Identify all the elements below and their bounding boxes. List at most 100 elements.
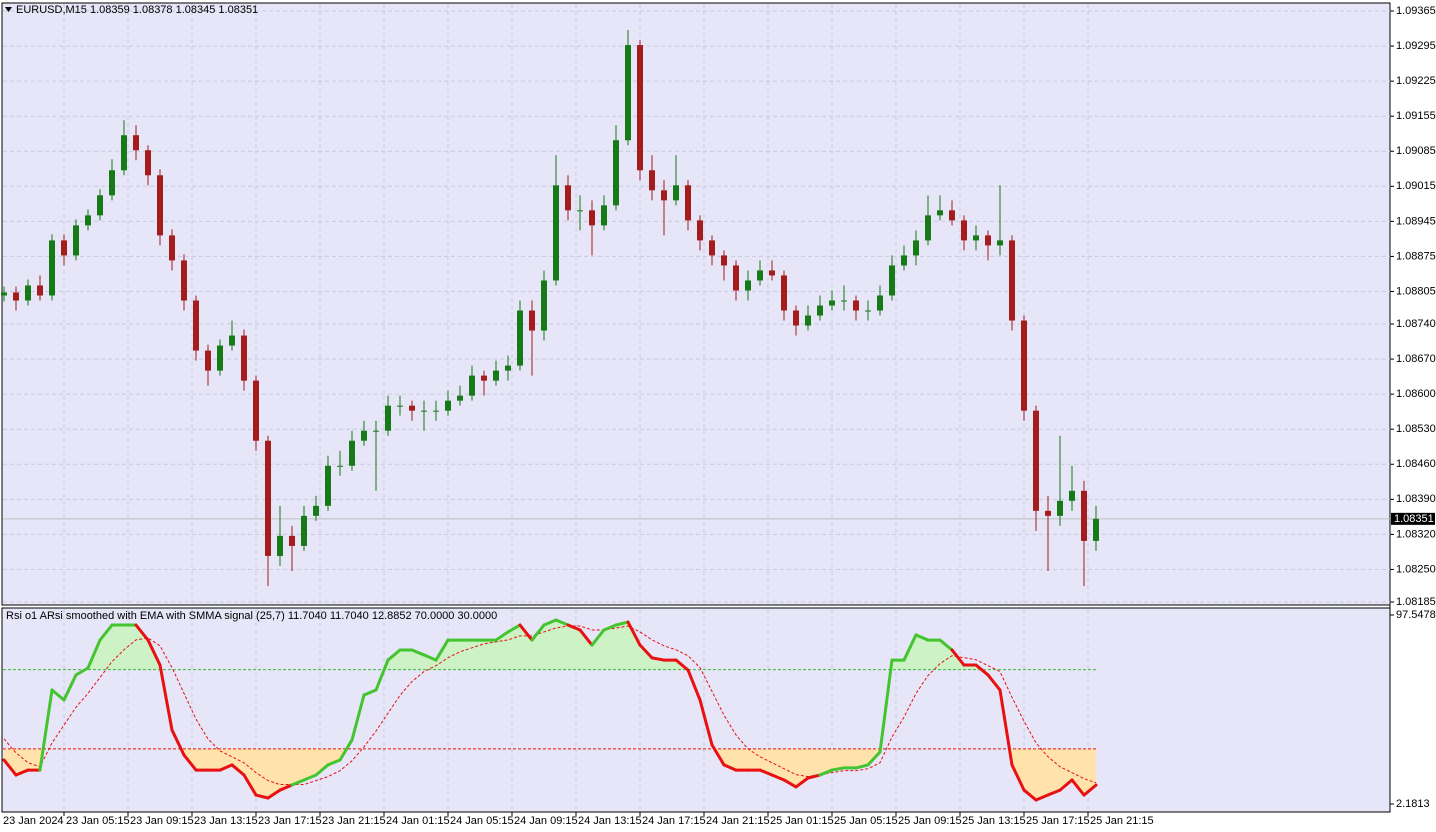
rsi-segment (938, 638, 954, 652)
rsi-segment (818, 768, 834, 777)
candle-body (325, 465, 331, 506)
rsi-segment (2, 758, 18, 777)
candle-body (433, 410, 439, 412)
rsi-segment (74, 666, 90, 677)
candle-body (1081, 490, 1087, 541)
x-tick-label: 23 Jan 21:15 (322, 815, 386, 827)
rsi-segment (542, 618, 558, 627)
x-tick-label: 25 Jan 21:15 (1090, 815, 1154, 827)
rsi-segment (506, 623, 522, 634)
text-layer: EURUSD,M15 1.08359 1.08378 1.08345 1.083… (3, 4, 1436, 827)
y-tick-label: 1.08320 (1396, 528, 1436, 540)
y-tick-label: 2.1813 (1396, 798, 1430, 810)
x-tick-label: 25 Jan 17:15 (1026, 815, 1090, 827)
rsi-segment (854, 763, 870, 770)
candle-body (985, 235, 991, 246)
rsi-segment (710, 743, 726, 767)
oversold-fill (4, 748, 1096, 800)
rsi-segment (62, 673, 78, 702)
y-tick-label: 1.08250 (1396, 563, 1436, 575)
candle-body (661, 190, 667, 201)
rsi-segment (494, 630, 510, 642)
y-tick-label: 1.09085 (1396, 145, 1436, 157)
candle-body (757, 270, 763, 281)
rsi-segment (98, 623, 114, 642)
y-tick-label: 97.5478 (1396, 609, 1436, 621)
candle-body (517, 310, 523, 366)
x-tick-label: 23 Jan 05:15 (66, 815, 130, 827)
rsi-segment (998, 688, 1014, 767)
grid-layer (3, 3, 1394, 816)
x-tick-label: 24 Jan 13:15 (578, 815, 642, 827)
rsi-segment (146, 638, 162, 667)
rsi-segment (302, 773, 318, 782)
rsi-segment (878, 658, 894, 754)
rsi-segment (38, 688, 54, 772)
rsi-segment (1034, 793, 1050, 802)
rsi-segment (566, 623, 582, 632)
rsi-segment (170, 728, 186, 757)
rsi-segment (950, 648, 966, 667)
candle-body (901, 255, 907, 266)
menu-arrow[interactable] (5, 7, 12, 12)
rsi-segment (770, 773, 786, 782)
y-tick-label: 1.08390 (1396, 493, 1436, 505)
x-tick-label: 24 Jan 09:15 (514, 815, 578, 827)
candle-body (313, 505, 319, 516)
candle-body (481, 375, 487, 381)
price-panel (1, 2, 1391, 606)
candle-body (505, 365, 511, 371)
candle-body (577, 210, 583, 212)
x-tick-label: 24 Jan 01:15 (386, 815, 450, 827)
candle-body (349, 440, 355, 466)
candle-body (193, 300, 199, 351)
rsi-segment (374, 658, 390, 692)
candle-body (229, 335, 235, 346)
candle-body (169, 235, 175, 261)
candle-body (937, 210, 943, 216)
candle-body (469, 375, 475, 396)
rsi-segment (218, 763, 234, 772)
candle-body (385, 405, 391, 431)
candle-body (913, 240, 919, 256)
candle-body (841, 300, 847, 302)
candle-body (673, 185, 679, 201)
candle-body (493, 370, 499, 381)
candle-body (625, 45, 631, 141)
candle-body (865, 310, 871, 312)
candle-body (709, 240, 715, 256)
candle-body (781, 275, 787, 311)
rsi-segment (326, 758, 342, 767)
candle-body (289, 535, 295, 546)
candle-body (277, 535, 283, 556)
rsi-segment (530, 623, 546, 642)
rsi-segment (554, 618, 570, 627)
candle-body (961, 220, 967, 241)
rsi-segment (866, 750, 882, 767)
x-tick-label: 23 Jan 13:15 (194, 815, 258, 827)
rsi-segment (806, 773, 822, 780)
candle-body (373, 430, 379, 432)
chart-title: EURUSD,M15 1.08359 1.08378 1.08345 1.083… (16, 4, 258, 16)
candle-body (37, 285, 43, 296)
candle-body (133, 135, 139, 151)
rsi-segment (50, 688, 66, 702)
candle-body (973, 235, 979, 241)
candle-body (1069, 490, 1075, 501)
rsi-segment (698, 698, 714, 747)
rsi-segment (1058, 778, 1074, 792)
candle-body (217, 345, 223, 371)
rsi-segment (134, 623, 150, 642)
rsi-segment (254, 793, 270, 800)
candle-body (565, 185, 571, 211)
y-tick-label: 1.08185 (1396, 596, 1436, 608)
y-tick-label: 1.08670 (1396, 353, 1436, 365)
x-tick-label: 25 Jan 09:15 (898, 815, 962, 827)
last-price-box (1391, 512, 1435, 525)
rsi-segment (242, 773, 258, 797)
overbought-fill (4, 620, 1096, 670)
rsi-segment (1010, 763, 1026, 792)
candle-body (253, 380, 259, 441)
marks-layer (1, 30, 1099, 802)
candle-body (685, 185, 691, 221)
